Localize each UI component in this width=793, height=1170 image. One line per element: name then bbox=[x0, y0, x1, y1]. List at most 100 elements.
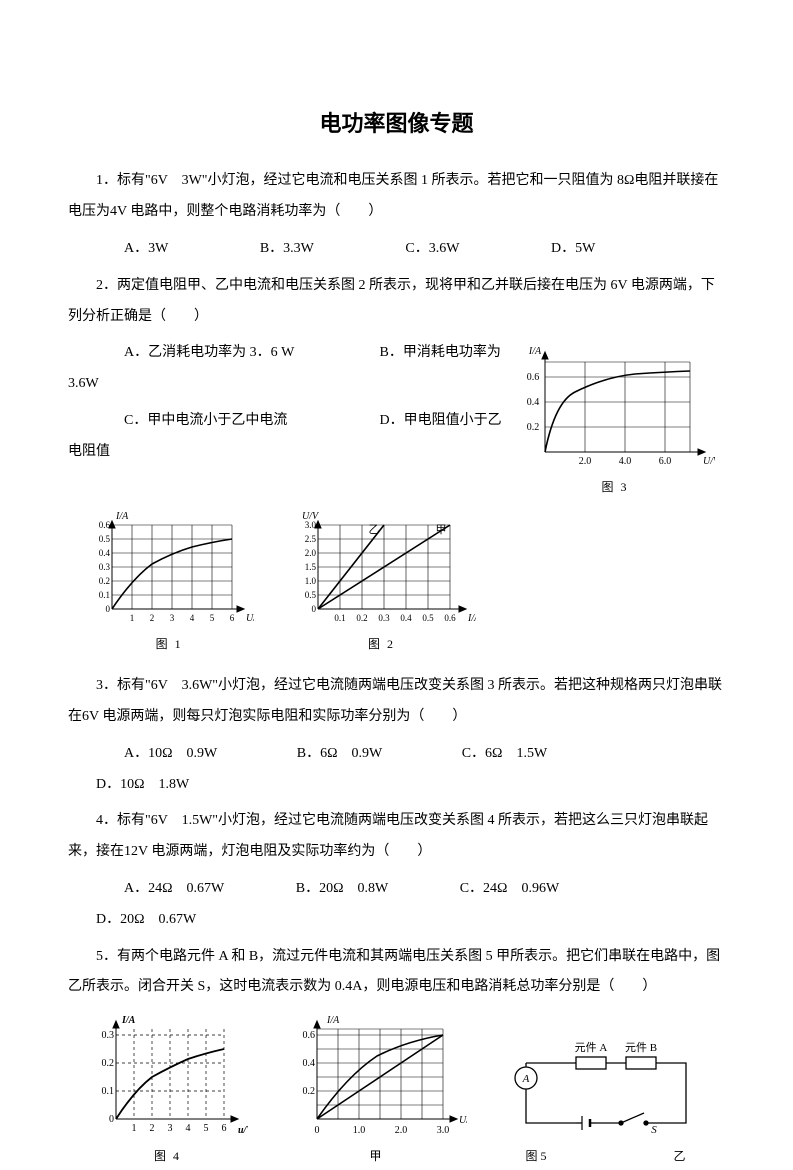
svg-text:2: 2 bbox=[149, 1123, 154, 1134]
svg-text:5: 5 bbox=[203, 1123, 208, 1134]
q3-text: 3．标有"6V 3.6W"小灯泡，经过它电流随两端电压改变关系图 3 所表示。若… bbox=[68, 671, 725, 733]
figure-1: 0 0.10.2 0.30.4 0.50.6 12 34 56 U/V I/A … bbox=[84, 509, 254, 657]
q2-text: 2．两定值电阻甲、乙中电流和电压关系图 2 所表示，现将甲和乙并联后接在电压为 … bbox=[68, 271, 725, 333]
svg-text:0.5: 0.5 bbox=[305, 590, 317, 600]
svg-text:0.4: 0.4 bbox=[99, 548, 111, 558]
svg-text:0.4: 0.4 bbox=[302, 1058, 315, 1069]
svg-text:2.0: 2.0 bbox=[305, 548, 317, 558]
q3-opt-a: A．10Ω 0.9W bbox=[96, 739, 217, 770]
fig2-label: 图 2 bbox=[286, 631, 476, 657]
svg-text:I/A: I/A bbox=[121, 1015, 136, 1026]
svg-text:A: A bbox=[521, 1073, 529, 1085]
svg-text:1: 1 bbox=[130, 613, 135, 623]
svg-text:4.0: 4.0 bbox=[619, 456, 632, 467]
figure-4: 0 0.1 0.2 0.3 1 2 3 4 5 6 u/V I/A 图 4 bbox=[88, 1011, 248, 1169]
svg-text:0.2: 0.2 bbox=[302, 1086, 315, 1097]
svg-text:5: 5 bbox=[210, 613, 215, 623]
svg-text:0.6: 0.6 bbox=[527, 372, 540, 383]
svg-text:0.5: 0.5 bbox=[423, 613, 435, 623]
fig1-label: 图 1 bbox=[84, 631, 254, 657]
svg-text:u/V: u/V bbox=[238, 1125, 248, 1136]
q4-text: 4．标有"6V 1.5W"小灯泡，经过它电流随两端电压改变关系图 4 所表示，若… bbox=[68, 806, 725, 868]
svg-text:1.0: 1.0 bbox=[305, 576, 317, 586]
svg-text:U/V: U/V bbox=[246, 613, 254, 624]
q3-options: A．10Ω 0.9W B．6Ω 0.9W C．6Ω 1.5W D．10Ω 1.8… bbox=[68, 739, 725, 801]
svg-text:U/V: U/V bbox=[703, 456, 715, 467]
svg-text:0.2: 0.2 bbox=[527, 422, 540, 433]
svg-text:0.6: 0.6 bbox=[302, 1030, 315, 1041]
svg-text:0.2: 0.2 bbox=[357, 613, 368, 623]
svg-text:甲: 甲 bbox=[436, 524, 447, 536]
q2-opt-a: A．乙消耗电功率为 3．6 W bbox=[96, 338, 376, 369]
svg-text:I/A: I/A bbox=[467, 613, 476, 624]
svg-text:6.0: 6.0 bbox=[659, 456, 672, 467]
svg-text:0.1: 0.1 bbox=[99, 590, 110, 600]
svg-text:1.5: 1.5 bbox=[305, 562, 317, 572]
svg-text:6: 6 bbox=[230, 613, 235, 623]
fig4-label: 图 4 bbox=[88, 1143, 248, 1169]
q1-opt-d: D．5W bbox=[523, 234, 595, 265]
svg-text:2.5: 2.5 bbox=[305, 534, 317, 544]
q1-options: A．3W B．3.3W C．3.6W D．5W bbox=[68, 234, 725, 265]
svg-text:0: 0 bbox=[109, 1114, 114, 1125]
svg-text:元件 B: 元件 B bbox=[624, 1041, 656, 1054]
q3-opt-b: B．6Ω 0.9W bbox=[269, 739, 382, 770]
svg-text:0.6: 0.6 bbox=[99, 520, 111, 530]
svg-text:2.0: 2.0 bbox=[579, 456, 592, 467]
svg-text:0.6: 0.6 bbox=[445, 613, 457, 623]
svg-text:元件 A: 元件 A bbox=[574, 1041, 607, 1054]
svg-text:S: S bbox=[651, 1124, 657, 1136]
q1-opt-b: B．3.3W bbox=[232, 234, 314, 265]
figure-2: 0 0.51.0 1.52.0 2.53.0 0.10.2 0.30.4 0.5… bbox=[286, 509, 476, 657]
svg-text:0: 0 bbox=[312, 604, 317, 614]
svg-text:0.1: 0.1 bbox=[101, 1086, 114, 1097]
svg-text:6: 6 bbox=[221, 1123, 226, 1134]
svg-text:0: 0 bbox=[314, 1125, 319, 1136]
svg-text:I/A: I/A bbox=[115, 511, 129, 522]
svg-text:U/V: U/V bbox=[459, 1115, 467, 1126]
q4-opt-b: B．20Ω 0.8W bbox=[268, 874, 388, 905]
svg-text:0.2: 0.2 bbox=[101, 1058, 114, 1069]
svg-text:0.3: 0.3 bbox=[379, 613, 391, 623]
svg-text:I/A: I/A bbox=[326, 1015, 340, 1026]
svg-text:0.5: 0.5 bbox=[99, 534, 111, 544]
q4-opt-c: C．24Ω 0.96W bbox=[432, 874, 559, 905]
svg-text:0.4: 0.4 bbox=[401, 613, 413, 623]
fig3-label: 图 3 bbox=[505, 474, 725, 500]
svg-text:1.0: 1.0 bbox=[352, 1125, 365, 1136]
q5-text: 5．有两个电路元件 A 和 B，流过元件电流和其两端电压关系图 5 甲所表示。把… bbox=[68, 942, 725, 1004]
svg-text:0.2: 0.2 bbox=[99, 576, 110, 586]
svg-text:4: 4 bbox=[185, 1123, 190, 1134]
svg-text:0.1: 0.1 bbox=[335, 613, 346, 623]
svg-text:2.0: 2.0 bbox=[394, 1125, 407, 1136]
q2-row1: A．乙消耗电功率为 3．6 W B．甲消耗电功率为 3.6W bbox=[68, 338, 505, 400]
q4-opt-d: D．20Ω 0.67W bbox=[68, 905, 196, 936]
q4-options: A．24Ω 0.67W B．20Ω 0.8W C．24Ω 0.96W D．20Ω… bbox=[68, 874, 725, 936]
figure-5-jia: 0.2 0.4 0.6 0 1.0 2.0 3.0 U/V I/A 甲 bbox=[287, 1011, 467, 1169]
svg-text:2: 2 bbox=[150, 613, 155, 623]
q3-opt-d: D．10Ω 1.8W bbox=[68, 770, 189, 801]
q1-opt-c: C．3.6W bbox=[377, 234, 459, 265]
figure-5-yi: 元件 A 元件 B A S 图 5 乙 bbox=[506, 1033, 706, 1169]
svg-text:0.3: 0.3 bbox=[99, 562, 111, 572]
svg-text:3.0: 3.0 bbox=[436, 1125, 449, 1136]
q4-opt-a: A．24Ω 0.67W bbox=[96, 874, 224, 905]
fig5-jia-label: 甲 bbox=[287, 1143, 467, 1169]
svg-text:1: 1 bbox=[131, 1123, 136, 1134]
page-title: 电功率图像专题 bbox=[68, 100, 725, 148]
q3-opt-c: C．6Ω 1.5W bbox=[434, 739, 547, 770]
fig5-label: 图 5 bbox=[526, 1143, 547, 1169]
q1-text: 1．标有"6V 3W"小灯泡，经过它电流和电压关系图 1 所表示。若把它和一只阻… bbox=[68, 166, 725, 228]
figure-3: 0.2 0.4 0.6 2.0 4.0 6.0 U/V I/A 图 3 bbox=[505, 342, 725, 500]
svg-text:3: 3 bbox=[167, 1123, 172, 1134]
svg-text:乙: 乙 bbox=[369, 523, 380, 536]
fig5-yi-label: 乙 bbox=[673, 1143, 685, 1169]
q2-row2: C．甲中电流小于乙中电流 D．甲电阻值小于乙电阻值 bbox=[68, 406, 505, 468]
svg-text:I/A: I/A bbox=[528, 346, 542, 357]
q2-opt-c: C．甲中电流小于乙中电流 bbox=[96, 406, 376, 437]
svg-text:0.4: 0.4 bbox=[527, 397, 540, 408]
svg-text:0: 0 bbox=[106, 604, 111, 614]
svg-text:U/V: U/V bbox=[302, 511, 320, 522]
svg-text:0.3: 0.3 bbox=[101, 1030, 114, 1041]
svg-text:3: 3 bbox=[170, 613, 175, 623]
